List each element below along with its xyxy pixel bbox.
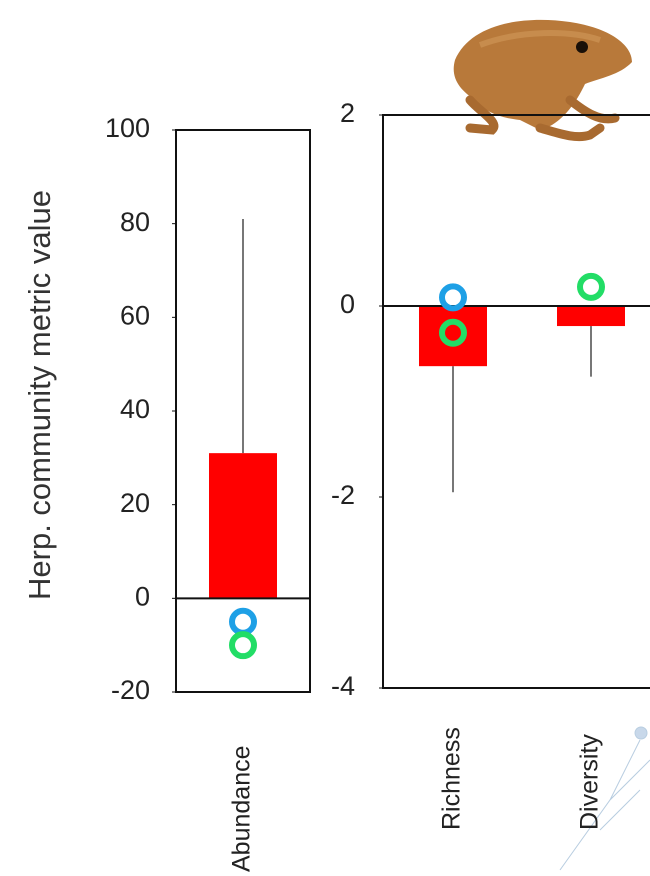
y-tick-label: 0 <box>340 289 355 319</box>
point <box>232 611 254 633</box>
y-tick-label: 60 <box>120 300 150 330</box>
y-tick-label: 2 <box>340 98 355 128</box>
bar <box>209 453 277 598</box>
plot-frame <box>383 115 650 688</box>
x-tick-label: Richness <box>438 727 466 830</box>
y-tick-label: -2 <box>331 480 355 510</box>
x-tick-label: Abundance <box>228 745 256 872</box>
y-tick-label: 20 <box>120 488 150 518</box>
y-axis-title: Herp. community metric value <box>22 190 57 600</box>
frog-illustration <box>454 20 632 137</box>
bar <box>419 306 487 366</box>
y-tick-label: 80 <box>120 207 150 237</box>
point <box>580 276 602 298</box>
y-tick-label: 40 <box>120 394 150 424</box>
bar <box>557 306 625 326</box>
x-tick-label: Diversity <box>576 734 604 830</box>
y-tick-label: 0 <box>135 581 150 611</box>
chart: Herp. community metric value -2002040608… <box>0 0 650 876</box>
network-decoration <box>560 727 650 870</box>
point <box>232 634 254 656</box>
y-tick-label: 100 <box>105 113 150 143</box>
y-tick-label: -20 <box>111 675 150 705</box>
y-tick-label: -4 <box>331 671 355 701</box>
